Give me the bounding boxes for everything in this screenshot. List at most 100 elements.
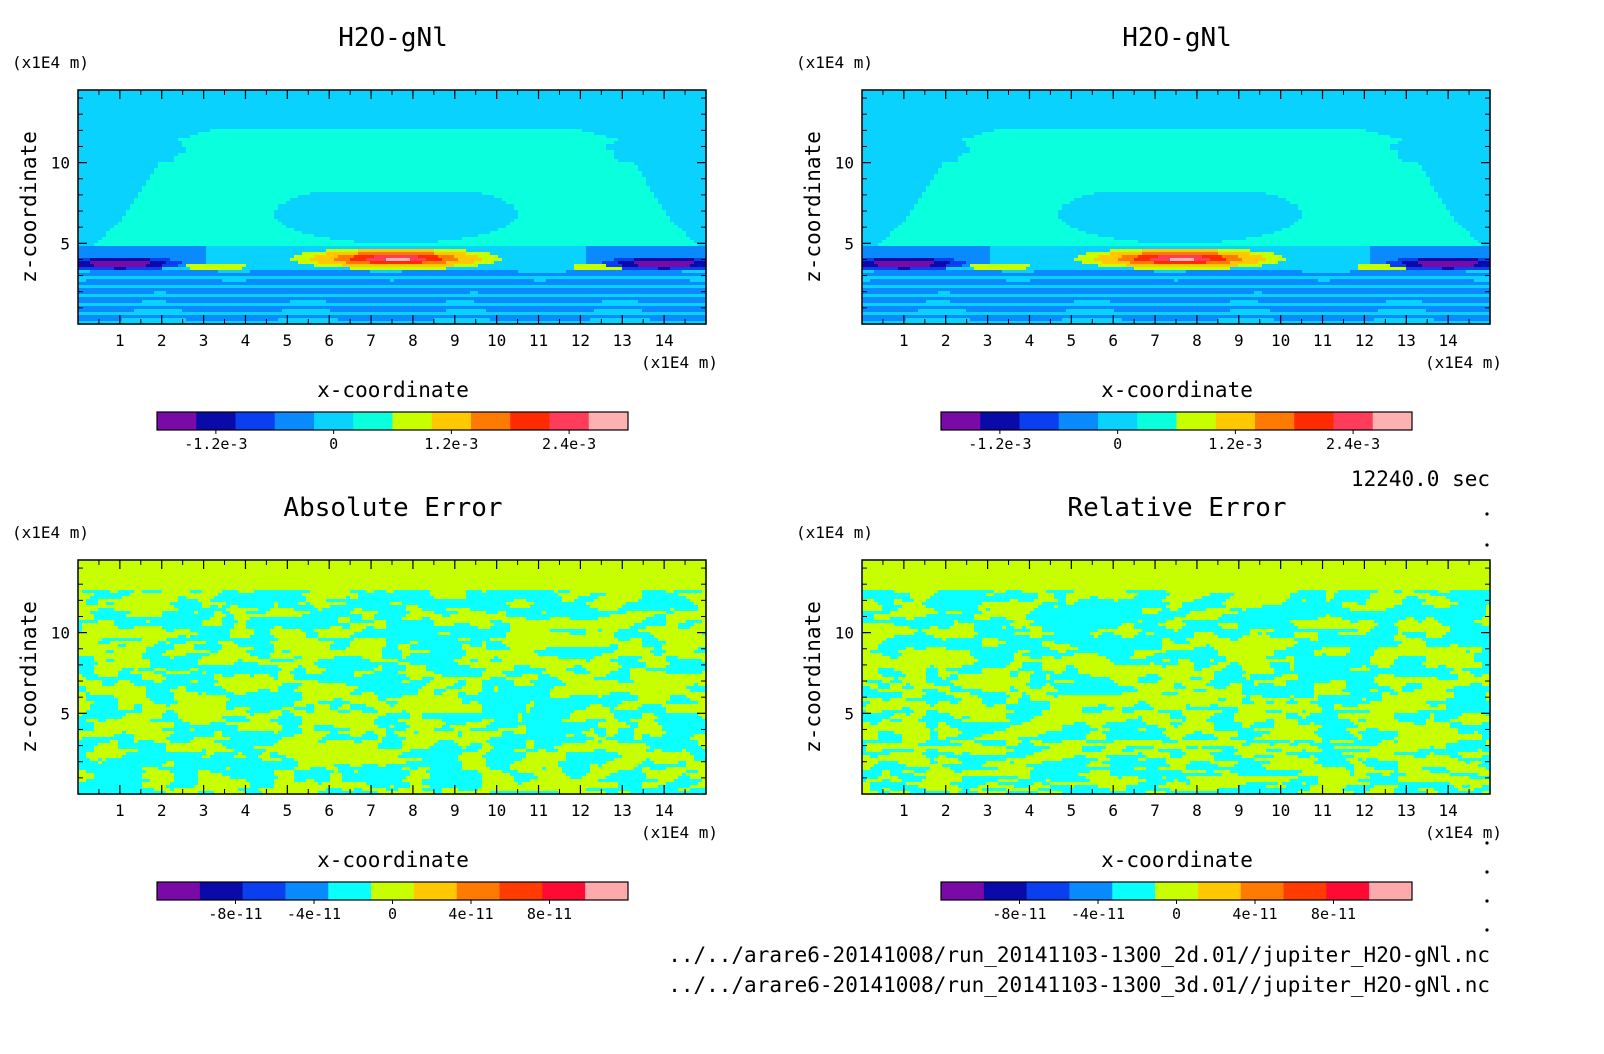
field-cell [122,240,127,244]
field-cell [118,210,123,214]
field-cell [94,282,99,286]
field-cell [146,234,151,238]
field-cell [134,249,139,253]
field-cell [82,318,87,322]
field-cell [90,213,95,217]
field-cell [134,93,139,97]
field-cell [82,231,87,235]
field-cell [114,267,119,271]
field-cell [82,237,87,241]
field-cell [134,153,139,157]
field-cell [90,273,95,277]
field-cell [166,135,171,139]
field-cell [94,276,99,280]
field-cell [134,282,139,286]
field-cell [138,267,143,271]
field-cell [158,174,163,178]
field-cell [130,234,135,238]
field-cell [114,264,119,268]
field-cell [130,177,135,181]
field-cell [114,291,119,295]
field-cell [98,114,103,118]
field-cell [130,99,135,103]
field-cell [162,174,167,178]
field-cell [162,231,167,235]
field-cell [106,213,111,217]
field-cell [94,225,99,229]
field-cell [114,315,119,319]
field-cell [106,300,111,304]
field-cell [98,183,103,187]
field-cell [118,273,123,277]
field-cell [126,129,131,133]
field-cell [86,279,91,283]
field-cell [82,174,87,178]
field-cell [150,321,155,325]
field-cell [98,228,103,232]
field-cell [94,156,99,160]
field-cell [122,255,127,259]
field-cell [126,141,131,145]
field-cell [130,255,135,259]
field-cell [162,198,167,202]
field-cell [118,255,123,259]
field-cell [122,228,127,232]
field-cell [98,222,103,226]
field-cell [118,267,123,271]
field-cell [90,234,95,238]
field-cell [94,216,99,220]
field-cell [98,237,103,241]
field-cell [134,312,139,316]
field-cell [114,303,119,307]
field-cell [78,276,83,280]
field-cell [106,315,111,319]
field-cell [122,288,127,292]
field-cell [162,186,167,190]
field-cell [102,258,107,262]
field-cell [78,183,83,187]
field-cell [162,114,167,118]
field-cell [122,159,127,163]
field-cell [154,144,159,148]
field-cell [158,237,163,241]
field-cell [86,117,91,121]
field-cell [150,300,155,304]
field-cell [78,288,83,292]
field-cell [102,312,107,316]
field-cell [146,96,151,100]
field-cell [98,273,103,277]
field-cell [110,147,115,151]
field-cell [90,228,95,232]
field-cell [158,273,163,277]
field-cell [130,228,135,232]
field-cell [146,117,151,121]
field-cell [122,93,127,97]
field-cell [162,300,167,304]
field-cell [130,120,135,124]
field-cell [154,186,159,190]
field-cell [78,216,83,220]
field-cell [98,186,103,190]
field-cell [158,117,163,121]
field-cell [150,222,155,226]
field-cell [122,120,127,124]
field-cell [154,264,159,268]
field-cell [126,279,131,283]
field-cell [158,93,163,97]
field-cell [158,291,163,295]
field-cell [114,207,119,211]
field-cell [162,318,167,322]
field-cell [102,234,107,238]
field-cell [94,147,99,151]
field-cell [86,195,91,199]
field-cell [166,270,171,274]
field-cell [126,117,131,121]
field-cell [102,294,107,298]
field-cell [122,216,127,220]
field-cell [138,129,143,133]
field-cell [158,120,163,124]
field-cell [106,147,111,151]
field-cell [102,144,107,148]
field-cell [126,300,131,304]
field-cell [98,96,103,100]
